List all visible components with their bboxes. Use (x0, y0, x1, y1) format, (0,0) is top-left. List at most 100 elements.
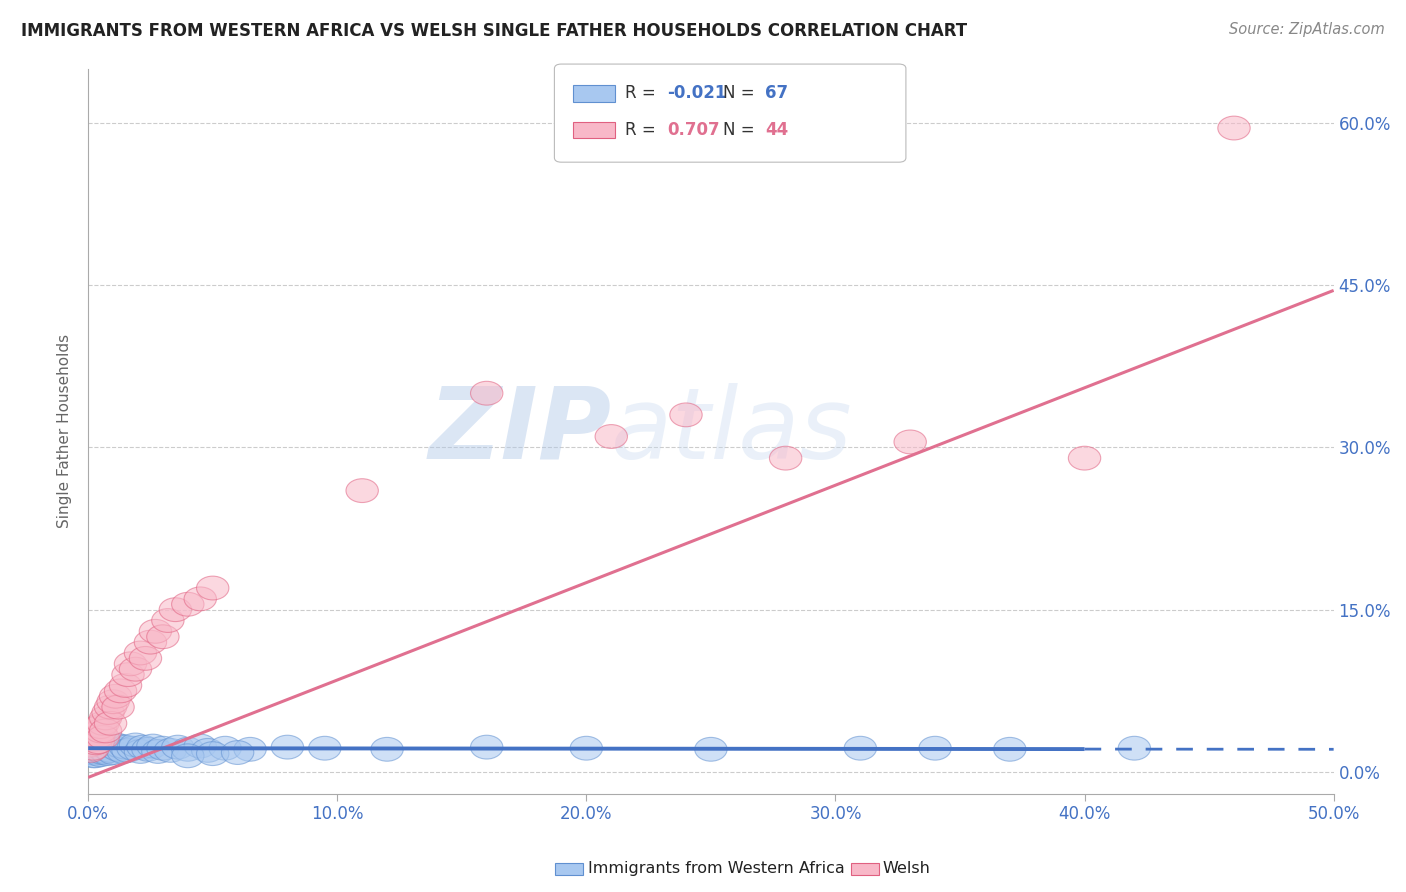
Ellipse shape (134, 631, 167, 654)
Ellipse shape (97, 740, 129, 764)
Ellipse shape (114, 652, 146, 676)
Ellipse shape (120, 733, 152, 757)
Ellipse shape (77, 735, 110, 759)
Ellipse shape (91, 736, 124, 760)
Ellipse shape (84, 735, 117, 759)
Ellipse shape (197, 576, 229, 600)
Ellipse shape (112, 663, 145, 687)
Ellipse shape (97, 735, 129, 759)
Ellipse shape (79, 732, 112, 756)
Ellipse shape (82, 739, 114, 763)
Ellipse shape (595, 425, 627, 449)
Ellipse shape (271, 735, 304, 759)
Ellipse shape (471, 735, 503, 759)
Ellipse shape (172, 744, 204, 768)
Text: R =: R = (624, 85, 661, 103)
FancyBboxPatch shape (555, 863, 583, 875)
Ellipse shape (371, 738, 404, 761)
Text: atlas: atlas (612, 383, 853, 480)
Ellipse shape (124, 641, 156, 665)
Ellipse shape (920, 736, 952, 760)
Ellipse shape (197, 742, 229, 765)
Ellipse shape (90, 732, 122, 756)
Text: Welsh: Welsh (883, 862, 931, 876)
Ellipse shape (75, 736, 107, 760)
Text: Immigrants from Western Africa: Immigrants from Western Africa (588, 862, 845, 876)
Ellipse shape (110, 673, 142, 698)
Ellipse shape (79, 739, 112, 764)
Ellipse shape (146, 736, 179, 760)
Ellipse shape (90, 706, 122, 730)
Ellipse shape (162, 735, 194, 759)
Ellipse shape (79, 742, 112, 765)
Ellipse shape (152, 608, 184, 632)
Text: N =: N = (723, 85, 761, 103)
Ellipse shape (77, 736, 110, 760)
Ellipse shape (1069, 446, 1101, 470)
Ellipse shape (75, 733, 107, 757)
Ellipse shape (695, 738, 727, 761)
Ellipse shape (894, 430, 927, 454)
Ellipse shape (82, 736, 114, 760)
Ellipse shape (994, 738, 1026, 761)
Ellipse shape (120, 657, 152, 681)
Ellipse shape (84, 733, 117, 757)
Ellipse shape (87, 725, 120, 749)
Text: 0.707: 0.707 (666, 121, 720, 139)
Ellipse shape (75, 739, 107, 763)
Ellipse shape (79, 734, 112, 758)
Ellipse shape (844, 736, 876, 760)
Ellipse shape (127, 735, 159, 759)
FancyBboxPatch shape (851, 863, 879, 875)
Ellipse shape (87, 738, 120, 761)
Ellipse shape (104, 734, 136, 758)
Ellipse shape (233, 738, 266, 761)
Ellipse shape (84, 719, 117, 743)
Ellipse shape (91, 742, 124, 765)
Ellipse shape (77, 744, 110, 768)
Ellipse shape (90, 735, 122, 759)
Ellipse shape (142, 739, 174, 764)
Ellipse shape (191, 739, 224, 763)
Ellipse shape (136, 734, 169, 758)
Text: ZIP: ZIP (429, 383, 612, 480)
Text: IMMIGRANTS FROM WESTERN AFRICA VS WELSH SINGLE FATHER HOUSEHOLDS CORRELATION CHA: IMMIGRANTS FROM WESTERN AFRICA VS WELSH … (21, 22, 967, 40)
Text: N =: N = (723, 121, 761, 139)
Ellipse shape (184, 587, 217, 611)
Ellipse shape (79, 731, 112, 755)
Text: R =: R = (624, 121, 661, 139)
Ellipse shape (100, 733, 132, 757)
Ellipse shape (75, 740, 107, 764)
Ellipse shape (97, 690, 129, 714)
Text: Source: ZipAtlas.com: Source: ZipAtlas.com (1229, 22, 1385, 37)
Ellipse shape (82, 731, 114, 755)
Ellipse shape (90, 739, 122, 764)
Ellipse shape (1118, 736, 1150, 760)
Ellipse shape (112, 739, 145, 763)
Ellipse shape (117, 736, 149, 760)
Ellipse shape (82, 740, 114, 764)
Ellipse shape (82, 730, 114, 754)
Ellipse shape (90, 719, 122, 743)
FancyBboxPatch shape (572, 122, 614, 138)
Ellipse shape (769, 446, 801, 470)
Ellipse shape (132, 738, 165, 761)
Ellipse shape (82, 724, 114, 748)
Ellipse shape (124, 739, 156, 764)
Text: -0.021: -0.021 (666, 85, 727, 103)
Ellipse shape (139, 619, 172, 643)
Ellipse shape (79, 744, 112, 768)
Ellipse shape (146, 624, 179, 648)
Ellipse shape (129, 647, 162, 670)
Ellipse shape (155, 739, 187, 763)
Ellipse shape (571, 736, 603, 760)
Text: 44: 44 (765, 121, 789, 139)
Ellipse shape (94, 712, 127, 735)
Ellipse shape (100, 684, 132, 708)
Ellipse shape (209, 736, 242, 760)
Ellipse shape (1218, 116, 1250, 140)
Ellipse shape (669, 403, 702, 426)
Ellipse shape (184, 734, 217, 758)
Ellipse shape (221, 740, 254, 764)
Ellipse shape (75, 733, 107, 757)
